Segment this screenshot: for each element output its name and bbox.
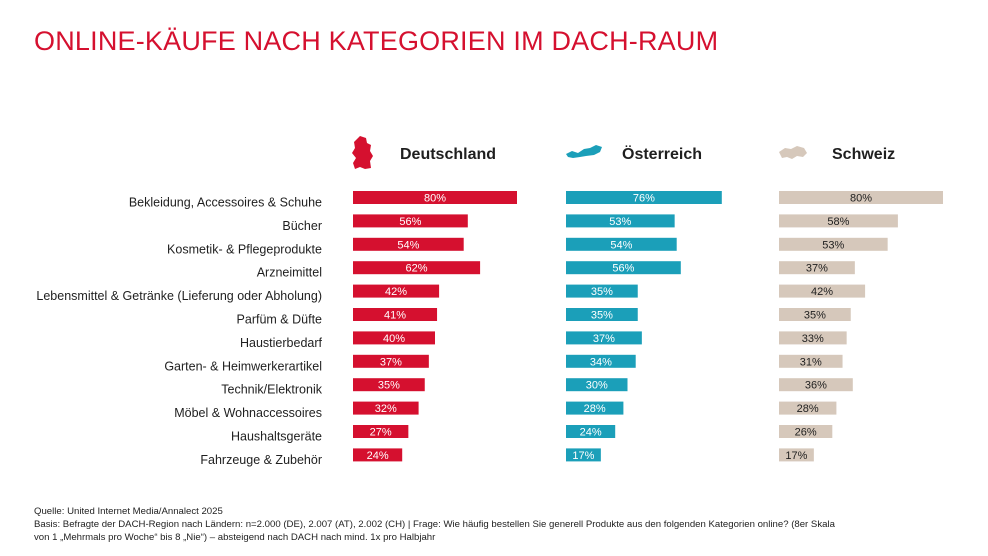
bar-value-label: 31%: [800, 356, 822, 368]
bar: [566, 237, 677, 251]
bar: [353, 401, 419, 415]
category-label: Haustierbedarf: [240, 336, 323, 350]
switzerland-map-icon-shape: [779, 146, 807, 159]
bar-value-label: 42%: [811, 286, 833, 298]
bar-value-label: 56%: [612, 263, 634, 275]
bar: [353, 237, 464, 251]
germany-map-icon: [352, 136, 373, 169]
category-label: Fahrzeuge & Zubehör: [200, 453, 322, 467]
bar-value-label: 42%: [385, 286, 407, 298]
category-label: Garten- & Heimwerkerartikel: [164, 359, 322, 373]
category-label: Bücher: [282, 219, 322, 233]
series-header: Deutschland: [400, 146, 496, 163]
bar: [779, 448, 814, 462]
bar: [566, 284, 638, 298]
bar-value-label: 17%: [572, 450, 594, 462]
bar-value-label: 40%: [383, 333, 405, 345]
bar-value-label: 37%: [593, 333, 615, 345]
bar-value-label: 76%: [633, 193, 655, 205]
bar: [353, 191, 517, 204]
bar-value-label: 34%: [590, 356, 612, 368]
basis-note-line-1: Basis: Befragte der DACH-Region nach Län…: [34, 519, 835, 530]
bar-value-label: 36%: [805, 380, 827, 392]
bar: [353, 214, 468, 228]
footer: Quelle: United Internet Media/Annalect 2…: [34, 505, 964, 544]
bar-value-label: 27%: [370, 427, 392, 439]
bar: [353, 331, 435, 345]
bar-value-label: 26%: [795, 427, 817, 439]
bar: [779, 284, 866, 298]
bar: [779, 401, 837, 415]
bar: [566, 308, 638, 321]
category-label: Parfüm & Düfte: [237, 313, 322, 327]
bar: [353, 284, 440, 298]
series-header: Österreich: [622, 144, 702, 163]
chart: Bekleidung, Accessoires & Schuhe Bücher Ko…: [36, 136, 943, 467]
bar: [566, 378, 628, 392]
bar-value-label: 53%: [609, 216, 631, 228]
bar: [566, 354, 636, 368]
bar: [779, 191, 943, 204]
bar: [353, 378, 425, 392]
category-label: Arzneimittel: [257, 266, 322, 280]
bar-value-label: 41%: [384, 310, 406, 322]
bar: [353, 261, 481, 275]
bar-value-label: 80%: [850, 193, 872, 205]
bar-value-label: 53%: [822, 239, 844, 251]
bar: [779, 425, 833, 438]
category-label: Technik/Elektronik: [221, 383, 322, 397]
bar-value-label: 35%: [591, 286, 613, 298]
bar-value-label: 35%: [378, 380, 400, 392]
germany-map-icon-shape: [352, 136, 373, 169]
category-label: Haushaltsgeräte: [231, 430, 322, 444]
bar: [779, 214, 898, 228]
bar-value-label: 24%: [367, 450, 389, 462]
switzerland-map-icon: [779, 146, 807, 159]
bar-value-label: 54%: [397, 239, 419, 251]
bar-value-label: 30%: [586, 380, 608, 392]
bar-value-label: 28%: [584, 403, 606, 415]
bar: [779, 261, 855, 275]
bar-value-label: 24%: [580, 427, 602, 439]
bar: [566, 401, 624, 415]
category-label: Kosmetik- & Pflegeprodukte: [167, 242, 322, 256]
bar: [779, 308, 851, 321]
series-header: Schweiz: [832, 146, 895, 163]
bar: [353, 448, 403, 462]
bar: [779, 354, 843, 368]
austria-map-icon-shape: [566, 145, 602, 158]
bar-value-label: 56%: [399, 216, 421, 228]
category-label: Lebensmittel & Getränke (Lieferung oder …: [36, 289, 322, 303]
bar-value-label: 54%: [610, 239, 632, 251]
bar-value-label: 33%: [802, 333, 824, 345]
source-note: Quelle: United Internet Media/Annalect 2…: [34, 506, 223, 517]
austria-map-icon: [566, 145, 602, 158]
bar-value-label: 58%: [827, 216, 849, 228]
bar: [566, 191, 722, 204]
page-title: ONLINE-KÄUFE NACH KATEGORIEN IM DACH-RAU…: [34, 26, 719, 56]
bar-value-label: 28%: [797, 403, 819, 415]
bar: [566, 448, 601, 462]
bar-value-label: 32%: [375, 403, 397, 415]
category-label: Bekleidung, Accessoires & Schuhe: [129, 196, 322, 210]
bar: [779, 331, 847, 345]
bar: [353, 354, 429, 368]
bar: [566, 261, 681, 275]
basis-note-line-2: von 1 „Mehrmals pro Woche“ bis 8 „Nie“) …: [34, 532, 436, 543]
bar: [353, 308, 438, 321]
bar: [779, 237, 888, 251]
bar: [566, 425, 616, 438]
bar-value-label: 17%: [785, 450, 807, 462]
bar-value-label: 35%: [804, 310, 826, 322]
bar: [353, 425, 409, 438]
bar: [566, 214, 675, 228]
bar-value-label: 62%: [406, 263, 428, 275]
bar-value-label: 80%: [424, 193, 446, 205]
category-label: Möbel & Wohnaccessoires: [174, 406, 322, 420]
bar-value-label: 37%: [380, 356, 402, 368]
bar: [566, 331, 642, 345]
bar-value-label: 37%: [806, 263, 828, 275]
bar-value-label: 35%: [591, 310, 613, 322]
bar: [779, 378, 853, 392]
